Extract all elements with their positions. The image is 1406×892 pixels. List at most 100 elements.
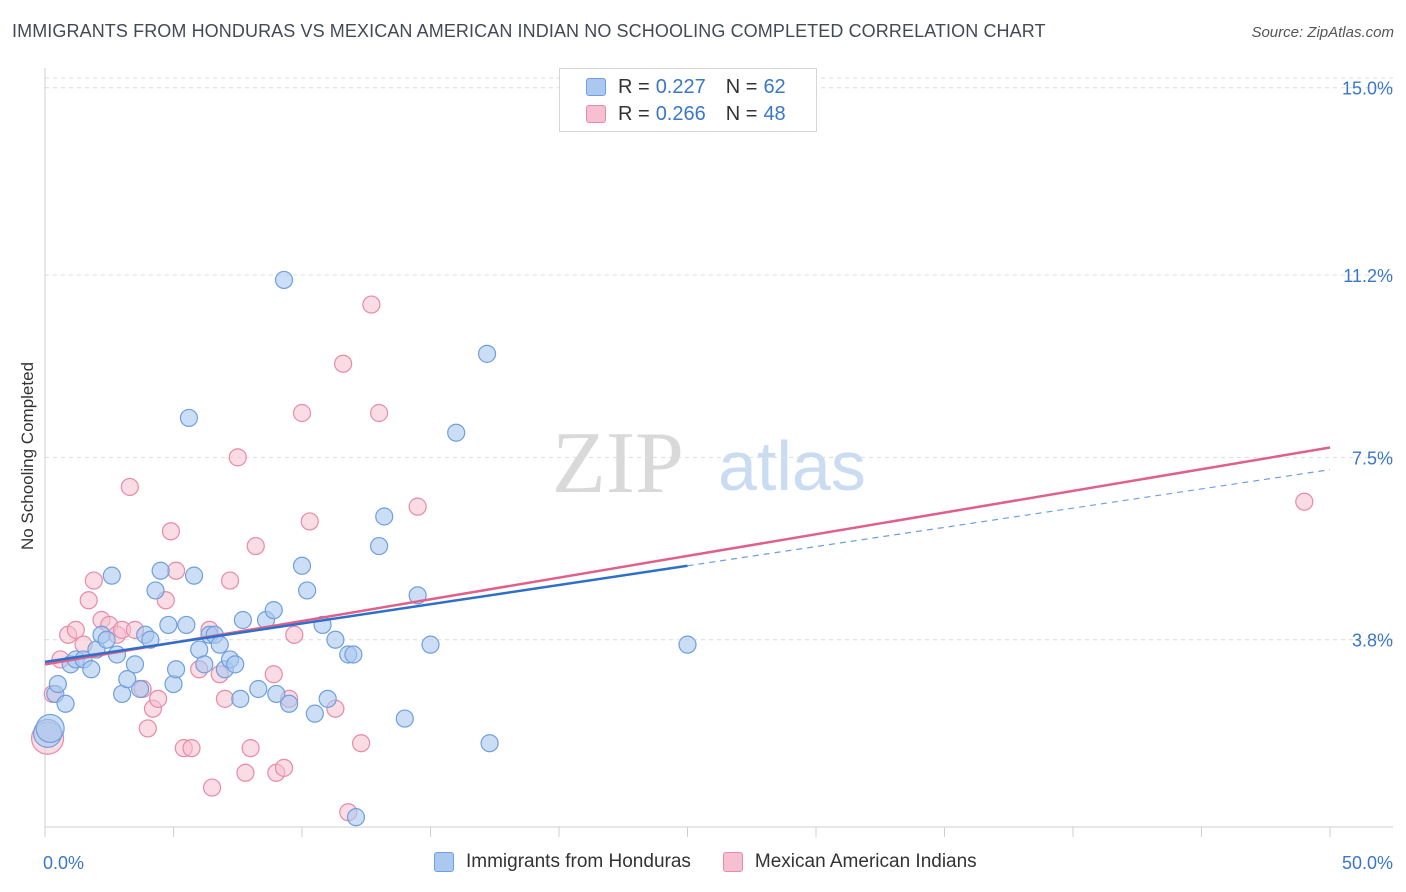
data-point-blue: [678, 635, 697, 654]
data-point-blue: [164, 674, 183, 694]
watermark-zip: ZIP: [552, 415, 684, 512]
watermark: ZIP atlas: [552, 415, 866, 512]
data-point-blue: [107, 645, 127, 664]
data-point-blue: [179, 408, 199, 428]
data-point-blue: [370, 536, 389, 556]
series-immigrants-from-honduras: [32, 270, 697, 827]
data-point-blue: [305, 704, 324, 723]
legend-label-mexican-american-indians: Mexican American Indians: [754, 851, 977, 872]
data-point-blue: [326, 630, 345, 649]
data-point-blue: [118, 670, 137, 689]
data-point-blue: [184, 566, 204, 585]
data-point-pink: [148, 689, 168, 708]
data-point-blue: [280, 694, 299, 713]
data-point-blue: [130, 679, 150, 699]
data-point-pink: [79, 591, 98, 610]
legend-r-label: R =: [618, 75, 650, 98]
data-point-blue: [231, 689, 250, 708]
data-point-blue: [395, 709, 414, 728]
data-point-blue: [125, 655, 145, 674]
legend-r-value: 0.227: [655, 75, 706, 98]
legend-n-value: 48: [763, 102, 786, 125]
legend-label-honduras: Immigrants from Honduras: [466, 851, 691, 872]
data-point-blue: [177, 615, 196, 635]
data-point-blue: [267, 684, 286, 704]
data-point-blue: [477, 344, 497, 363]
legend-n-label: N =: [725, 102, 758, 125]
trend-line-pink: [44, 446, 1331, 666]
grid-lines: [45, 77, 1393, 641]
legend-swatch-blue: [434, 852, 454, 872]
series-legend: Immigrants from Honduras Mexican America…: [434, 851, 1009, 873]
data-point-blue: [97, 630, 116, 649]
legend-n-value: 62: [763, 75, 786, 98]
chart-title: IMMIGRANTS FROM HONDURAS VS MEXICAN AMER…: [12, 21, 1046, 41]
data-point-pink: [362, 295, 381, 314]
watermark-atlas: atlas: [718, 427, 866, 505]
data-point-blue: [421, 635, 440, 654]
data-point-blue: [375, 507, 394, 526]
data-point-blue: [274, 270, 294, 290]
data-point-blue: [48, 674, 67, 694]
data-point-pink: [246, 536, 265, 556]
y-tick-label: 7.5%: [1352, 448, 1393, 468]
x-tick-label: 0.0%: [43, 853, 84, 873]
data-point-pink: [352, 734, 371, 753]
data-point-blue: [151, 561, 170, 580]
trend-line-blue: [44, 564, 688, 664]
legend-row-honduras: R = 0.227 N = 62: [586, 75, 786, 99]
y-tick-label: 15.0%: [1342, 79, 1393, 99]
data-point-pink: [264, 665, 283, 684]
data-point-pink: [120, 477, 139, 497]
data-point-pink: [408, 497, 427, 516]
data-point-pink: [182, 739, 201, 758]
x-tick-label: 50.0%: [1342, 853, 1393, 873]
correlation-legend: R = 0.227 N = 62 R = 0.266 N = 48: [559, 68, 817, 132]
data-point-pink: [166, 561, 186, 580]
data-point-blue: [195, 655, 214, 674]
data-point-pink: [285, 625, 304, 644]
legend-swatch-pink: [586, 105, 606, 123]
y-tick-label: 11.2%: [1343, 266, 1393, 286]
data-point-blue: [346, 808, 366, 827]
data-point-pink: [292, 403, 312, 423]
data-point-blue: [102, 566, 121, 585]
data-point-blue: [233, 610, 252, 630]
data-point-blue: [159, 615, 178, 635]
data-point-blue: [264, 601, 283, 620]
data-point-blue: [447, 423, 466, 442]
data-point-pink: [1295, 492, 1314, 511]
axes: [44, 68, 1393, 837]
data-point-pink: [274, 758, 294, 777]
y-tick-label: 3.8%: [1352, 631, 1393, 651]
data-point-blue: [344, 645, 363, 664]
legend-swatch-blue: [586, 78, 606, 96]
data-point-blue: [82, 660, 101, 679]
data-point-pink: [300, 512, 319, 531]
data-point-pink: [370, 403, 389, 423]
data-point-pink: [334, 354, 353, 373]
legend-item-mexican-american-indians[interactable]: Mexican American Indians: [722, 851, 977, 873]
data-point-blue: [210, 635, 229, 654]
data-point-blue: [249, 679, 268, 699]
data-point-pink: [161, 522, 181, 541]
data-point-pink: [228, 448, 247, 467]
legend-n-label: N =: [725, 75, 758, 98]
tick-labels: 3.8% 7.5% 11.2% 15.0% 0.0% 50.0%: [43, 79, 1393, 873]
data-point-blue: [292, 556, 312, 575]
legend-item-honduras[interactable]: Immigrants from Honduras: [434, 851, 691, 873]
data-point-pink: [138, 719, 157, 738]
source-label: Source: ZipAtlas.com: [1251, 24, 1394, 41]
data-point-blue: [318, 689, 337, 708]
legend-r-label: R =: [618, 102, 650, 125]
legend-swatch-pink: [722, 852, 743, 872]
data-point-pink: [241, 739, 260, 758]
data-point-blue: [146, 581, 165, 600]
trend-line-blue-extension: [687, 469, 1331, 567]
data-point-blue: [141, 630, 160, 649]
legend-r-value: 0.266: [655, 102, 706, 125]
legend-row-mexican-american-indians: R = 0.266 N = 48: [586, 102, 786, 126]
data-point-pink: [236, 763, 255, 782]
data-point-blue: [298, 581, 317, 600]
